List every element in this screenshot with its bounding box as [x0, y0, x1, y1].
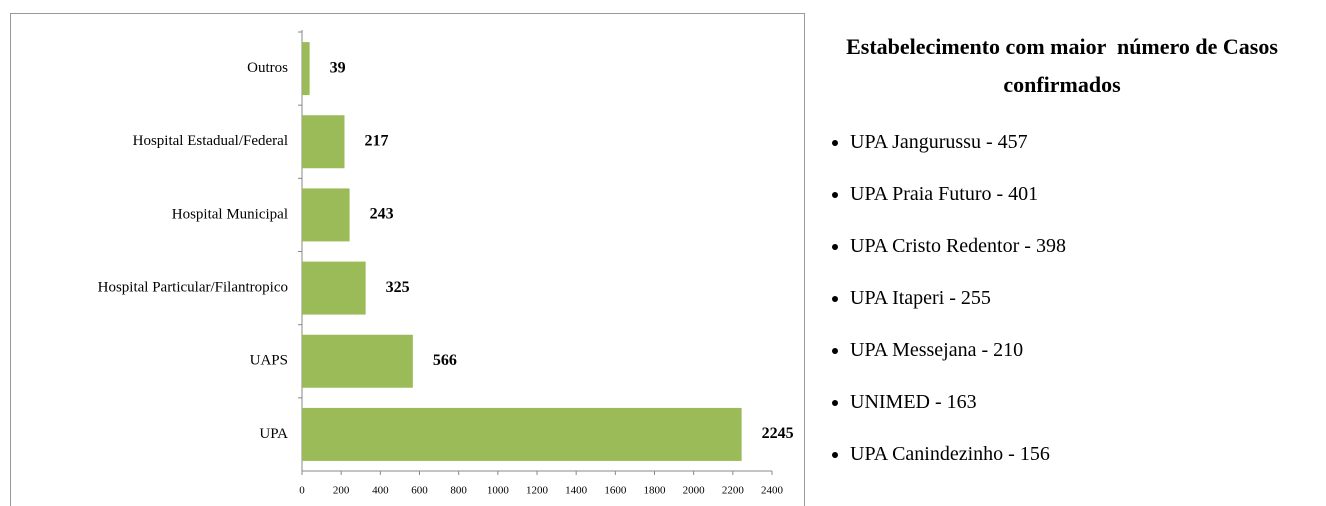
- data-label: 217: [364, 132, 388, 149]
- x-tick-label: 1000: [487, 485, 510, 497]
- data-label: 243: [370, 206, 394, 223]
- x-tick-label: 1200: [526, 485, 549, 497]
- bar: [302, 188, 350, 242]
- list-item: UNIMED - 163: [850, 390, 1326, 414]
- list-item: UPA Canindezinho - 156: [850, 442, 1326, 466]
- list-item: UPA Messejana - 210: [850, 338, 1326, 362]
- x-tick-label: 200: [333, 485, 350, 497]
- list-item: UPA Itaperi - 255: [850, 286, 1326, 310]
- x-tick-label: 1800: [644, 485, 667, 497]
- data-label: 2245: [762, 425, 794, 442]
- y-tick-label: Hospital Particular/Filantropico: [98, 280, 288, 296]
- x-tick-label: 2200: [722, 485, 745, 497]
- item-list: UPA Jangurussu - 457 UPA Praia Futuro - 4…: [812, 130, 1326, 466]
- y-tick-label: Outros: [247, 60, 288, 76]
- x-tick-label: 1400: [565, 485, 588, 497]
- data-label: 325: [386, 279, 410, 296]
- bar: [302, 261, 366, 315]
- bar: [302, 334, 413, 388]
- y-tick-label: Hospital Municipal: [172, 206, 288, 222]
- bar: [302, 407, 742, 461]
- x-tick-label: 400: [372, 485, 389, 497]
- x-tick-label: 0: [299, 485, 305, 497]
- chart: 0 200 400 600 800 1000 1200 1400 1600 1800 2000 220…: [10, 13, 805, 506]
- bar: [302, 42, 310, 96]
- x-tick-label: 1600: [604, 485, 627, 497]
- list-item: UPA Jangurussu - 457: [850, 130, 1326, 154]
- x-tick-label: 2400: [761, 485, 784, 497]
- data-label: 566: [433, 352, 457, 369]
- y-tick-label: UPA: [259, 426, 288, 442]
- panel-title: Estabelecimento com maior número de Caso…: [846, 34, 1284, 97]
- x-tick-label: 800: [450, 485, 467, 497]
- data-label: 39: [330, 59, 346, 76]
- list-item: UPA Praia Futuro - 401: [850, 182, 1326, 206]
- x-tick-label: 2000: [683, 485, 706, 497]
- chart-frame: [10, 13, 805, 506]
- list-item: UPA Cristo Redentor - 398: [850, 234, 1326, 258]
- y-tick-label: Hospital Estadual/Federal: [133, 133, 288, 149]
- x-tick-label: 600: [411, 485, 428, 497]
- bar: [302, 115, 345, 169]
- side-panel: Estabelecimento com maior número de Caso…: [812, 28, 1326, 494]
- y-tick-label: UAPS: [250, 353, 288, 369]
